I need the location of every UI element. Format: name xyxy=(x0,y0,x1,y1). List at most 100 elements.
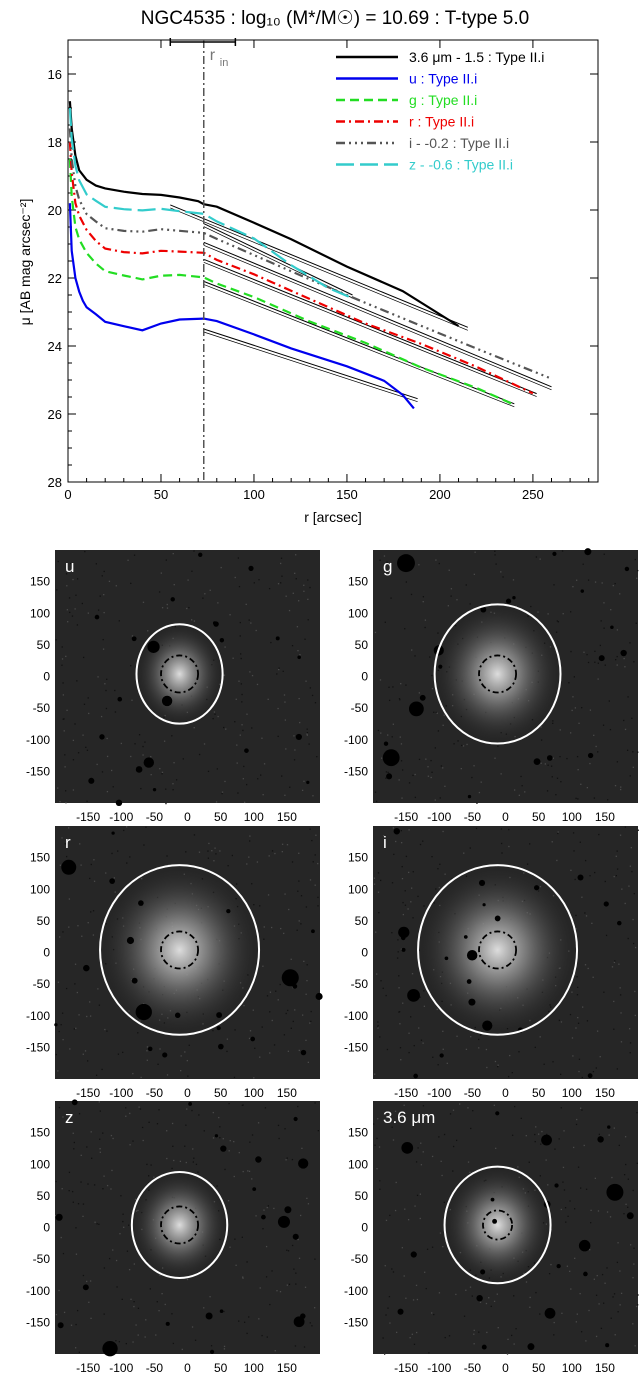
noise-dot xyxy=(93,1184,96,1186)
noise-dot xyxy=(428,1352,430,1354)
noise-dot xyxy=(430,776,432,779)
noise-dot xyxy=(240,653,242,655)
noise-dot xyxy=(616,1068,619,1070)
image-x-tick-label: -150 xyxy=(76,810,100,824)
noise-dot xyxy=(105,923,107,925)
noise-dot xyxy=(388,699,391,702)
noise-dot xyxy=(494,554,496,556)
masked-star xyxy=(54,1023,58,1027)
noise-dot xyxy=(281,575,283,577)
noise-dot xyxy=(385,1314,387,1316)
noise-dot xyxy=(130,665,132,667)
image-y-tick-label: -150 xyxy=(26,764,50,778)
noise-dot xyxy=(437,730,440,732)
noise-dot xyxy=(601,1273,604,1276)
noise-dot xyxy=(103,570,105,573)
noise-dot xyxy=(615,875,617,877)
masked-star xyxy=(88,777,95,784)
noise-dot xyxy=(184,1145,186,1147)
noise-dot xyxy=(632,918,634,921)
noise-dot xyxy=(628,1028,631,1030)
masked-star xyxy=(444,956,449,961)
masked-star xyxy=(605,1343,610,1348)
noise-dot xyxy=(142,1139,144,1142)
noise-dot xyxy=(494,757,496,759)
noise-dot xyxy=(390,597,392,599)
noise-dot xyxy=(550,765,553,767)
image-x-tick-label: -50 xyxy=(146,810,164,824)
noise-dot xyxy=(540,726,542,728)
noise-dot xyxy=(377,1027,379,1029)
noise-dot xyxy=(280,582,282,584)
noise-dot xyxy=(400,842,403,844)
noise-dot xyxy=(432,1056,434,1058)
y-tick-label: 26 xyxy=(48,407,62,422)
noise-dot xyxy=(560,781,562,783)
noise-dot xyxy=(261,737,263,739)
noise-dot xyxy=(251,883,253,885)
noise-dot xyxy=(193,1157,195,1159)
noise-dot xyxy=(226,1050,228,1053)
noise-dot xyxy=(634,558,636,561)
noise-dot xyxy=(197,1171,199,1173)
noise-dot xyxy=(557,831,559,833)
noise-dot xyxy=(277,999,279,1001)
noise-dot xyxy=(277,707,279,710)
noise-dot xyxy=(469,1286,472,1288)
noise-dot xyxy=(629,775,631,777)
noise-dot xyxy=(159,1048,161,1050)
noise-dot xyxy=(117,850,119,852)
noise-dot xyxy=(539,1175,542,1177)
noise-dot xyxy=(309,586,311,589)
noise-dot xyxy=(585,1188,588,1190)
noise-dot xyxy=(497,745,499,747)
noise-dot xyxy=(385,777,387,779)
noise-dot xyxy=(518,794,520,796)
noise-dot xyxy=(82,656,85,659)
noise-dot xyxy=(419,1193,422,1195)
noise-dot xyxy=(287,1050,290,1052)
noise-dot xyxy=(576,1118,578,1121)
masked-star xyxy=(261,1214,266,1220)
noise-dot xyxy=(448,1335,451,1337)
noise-dot xyxy=(166,603,168,606)
noise-dot xyxy=(619,1304,621,1306)
masked-star xyxy=(480,606,487,613)
noise-dot xyxy=(99,1151,101,1153)
noise-dot xyxy=(589,709,592,711)
noise-dot xyxy=(271,850,274,852)
noise-dot xyxy=(412,917,414,919)
image-y-tick-label: 0 xyxy=(43,946,50,960)
noise-dot xyxy=(408,871,410,874)
noise-dot xyxy=(298,880,300,882)
noise-dot xyxy=(392,827,395,829)
noise-dot xyxy=(587,967,589,970)
fit-line xyxy=(203,244,552,391)
noise-dot xyxy=(117,1053,120,1055)
galaxy-glow xyxy=(447,1169,548,1281)
masked-star xyxy=(250,1036,256,1042)
noise-dot xyxy=(300,923,302,925)
fit-line xyxy=(170,204,469,328)
noise-dot xyxy=(316,755,318,758)
noise-dot xyxy=(210,1345,213,1347)
noise-dot xyxy=(234,576,236,579)
image-x-tick-label: 0 xyxy=(502,1086,509,1100)
masked-star xyxy=(311,929,315,934)
noise-dot xyxy=(75,594,77,596)
noise-dot xyxy=(470,1127,472,1130)
noise-dot xyxy=(537,1133,540,1135)
noise-dot xyxy=(286,1249,288,1251)
noise-dot xyxy=(102,1188,104,1190)
noise-dot xyxy=(438,1292,441,1294)
noise-dot xyxy=(242,1276,244,1278)
noise-dot xyxy=(196,1272,199,1274)
noise-dot xyxy=(265,1245,268,1248)
noise-dot xyxy=(632,1323,634,1325)
noise-dot xyxy=(560,1021,563,1023)
noise-dot xyxy=(410,887,413,889)
noise-dot xyxy=(391,736,393,738)
noise-dot xyxy=(101,771,104,773)
noise-dot xyxy=(146,1163,148,1166)
noise-dot xyxy=(630,846,633,849)
